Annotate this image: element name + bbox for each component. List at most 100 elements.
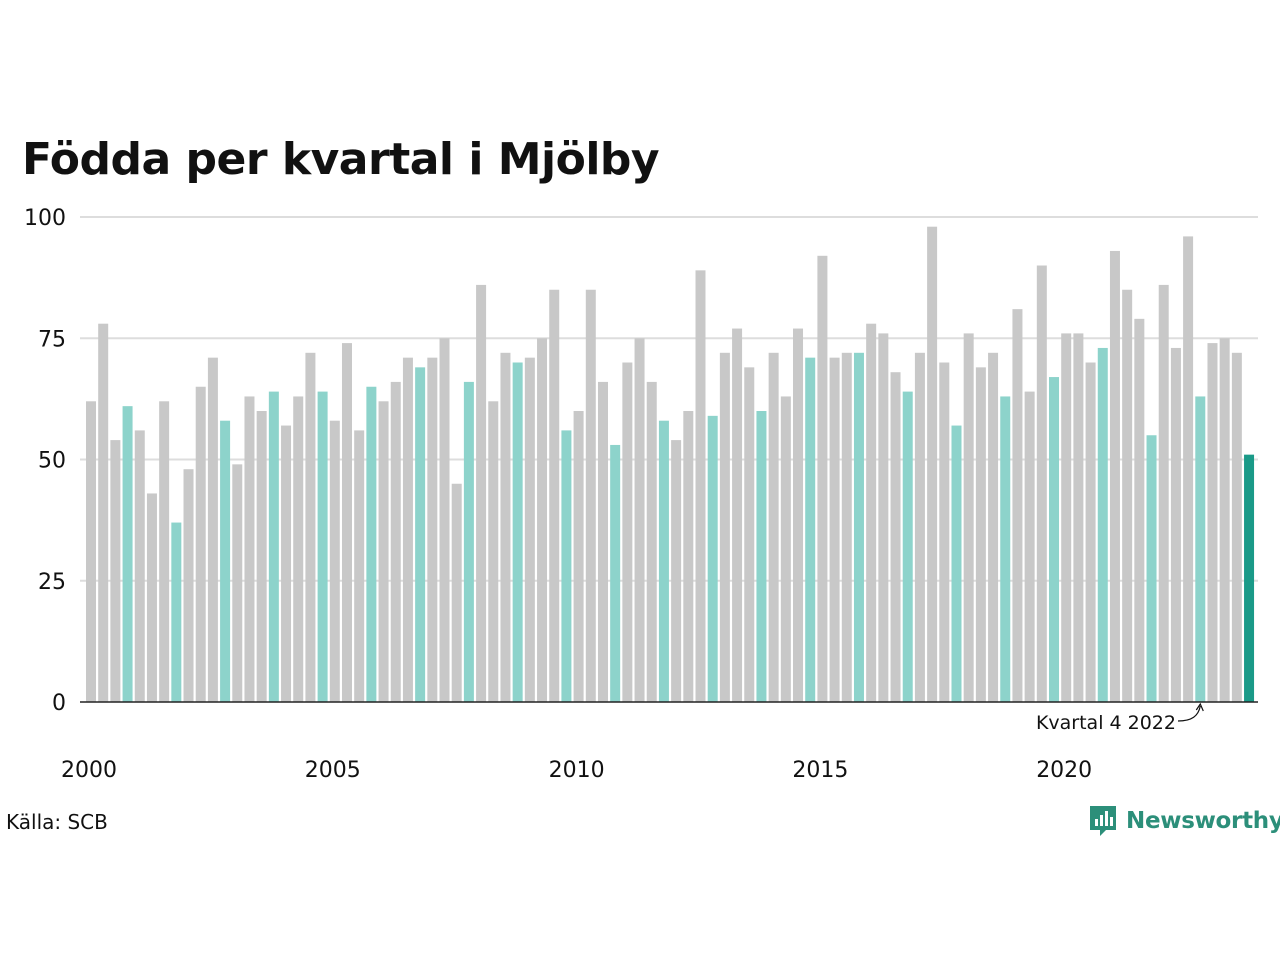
bar: [732, 328, 743, 702]
bar: [744, 367, 755, 702]
bar: [159, 401, 170, 702]
bar: [1061, 333, 1072, 702]
bar: [451, 483, 462, 702]
bar: [671, 440, 682, 702]
bar: [1036, 265, 1047, 702]
bars: [86, 226, 1255, 703]
bar: [610, 444, 621, 702]
bar: [719, 352, 730, 702]
bar: [122, 406, 133, 702]
y-tick-label: 75: [38, 327, 66, 352]
bar: [817, 255, 828, 703]
y-tick-label: 100: [24, 206, 66, 231]
bar: [439, 338, 450, 702]
bar: [1122, 289, 1133, 702]
x-tick-label: 2015: [792, 758, 848, 783]
bar: [597, 381, 608, 702]
y-tick-label: 25: [38, 570, 66, 595]
bar: [171, 522, 182, 702]
bar: [207, 357, 218, 702]
bar: [427, 357, 438, 702]
bar: [378, 401, 389, 702]
bar: [988, 352, 999, 702]
bar: [646, 381, 657, 702]
bar: [1134, 318, 1145, 702]
newsworthy-logo-text: Newsworthy: [1126, 808, 1280, 834]
bar: [1085, 362, 1096, 702]
chart-title: Födda per kvartal i Mjölby: [22, 134, 660, 185]
bar: [1012, 309, 1023, 702]
bar: [658, 420, 669, 702]
bar: [524, 357, 535, 702]
bar: [1158, 284, 1169, 702]
bar: [415, 367, 426, 702]
bar: [317, 391, 328, 702]
bar: [1000, 396, 1011, 702]
source-note: Källa: SCB: [6, 810, 108, 834]
bar: [1170, 347, 1181, 702]
bar: [951, 425, 962, 702]
newsworthy-logo-icon: [1090, 806, 1116, 836]
bar: [1146, 435, 1157, 702]
bar: [622, 362, 633, 702]
bar: [1073, 333, 1084, 702]
bar: [914, 352, 925, 702]
bar: [146, 493, 157, 702]
bar: [805, 357, 816, 702]
y-tick-label: 0: [52, 691, 66, 716]
bar: [866, 323, 877, 702]
bar: [841, 352, 852, 702]
bar: [293, 396, 304, 702]
newsworthy-logo: Newsworthy: [1088, 804, 1280, 838]
bar: [463, 381, 474, 702]
bar: [793, 328, 804, 702]
bar: [1109, 250, 1120, 702]
bar: [500, 352, 511, 702]
bar: [768, 352, 779, 702]
bar: [1231, 352, 1242, 702]
bar: [939, 362, 950, 702]
bar: [963, 333, 974, 702]
bar: [98, 323, 109, 702]
bar: [683, 411, 694, 702]
annotation: Kvartal 4 2022: [1036, 702, 1204, 734]
annotation-label: Kvartal 4 2022: [1036, 712, 1176, 734]
bar: [183, 469, 194, 702]
bar: [86, 401, 96, 702]
bar: [829, 357, 840, 702]
x-axis-labels: 2000 2005 2010 2015 2020: [61, 758, 1092, 783]
bar: [354, 430, 365, 702]
annotation-arrowhead: [1195, 702, 1204, 712]
x-tick-label: 2010: [549, 758, 605, 783]
bar: [1049, 377, 1060, 702]
bar: [476, 284, 487, 702]
bar: [585, 289, 596, 702]
bar: [256, 411, 267, 702]
bar: [366, 386, 377, 702]
bar: [134, 430, 145, 702]
bar: [402, 357, 413, 702]
bar: [853, 352, 864, 702]
bar: [573, 411, 584, 702]
bar: [1097, 347, 1108, 702]
bar: [1024, 391, 1035, 702]
bar: [305, 352, 316, 702]
bar: [195, 386, 206, 702]
bar: [220, 420, 231, 702]
bar: [110, 440, 121, 702]
bar: [1195, 396, 1206, 702]
bar: [927, 226, 938, 702]
bar: [512, 362, 523, 702]
x-tick-label: 2005: [305, 758, 361, 783]
bar: [1219, 338, 1230, 702]
bar: [549, 289, 560, 702]
x-tick-label: 2000: [61, 758, 117, 783]
bar: [890, 372, 901, 702]
bar: [537, 338, 548, 702]
x-tick-label: 2020: [1036, 758, 1092, 783]
bar: [634, 338, 645, 702]
bar: [341, 343, 352, 702]
bar: [878, 333, 889, 702]
y-axis-labels: 0 25 50 75 100: [24, 206, 66, 716]
bar: [268, 391, 279, 702]
